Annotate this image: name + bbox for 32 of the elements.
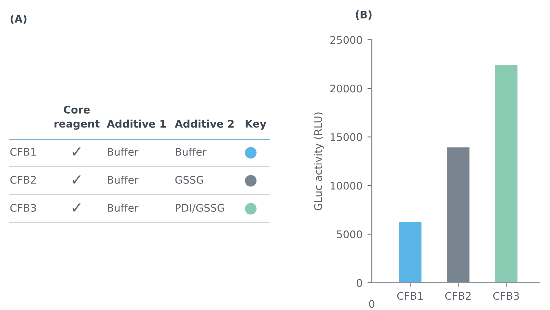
- x-tick-label: CFB1: [397, 292, 423, 300]
- category-label: Key: [246, 120, 267, 130]
- y-tick-label: 15000: [330, 133, 362, 142]
- y-tick-label: 0: [357, 279, 362, 288]
- y-tick-label: 10000: [330, 182, 362, 190]
- x-tick-label: CFB2: [445, 292, 471, 300]
- chart-title: (B): [356, 10, 372, 20]
- bar: [398, 221, 424, 283]
- category-label: Core reagent: [54, 106, 100, 130]
- y-axis-title: GLuc activity (RLU): [314, 112, 324, 211]
- text: ✓: [72, 204, 81, 212]
- text: ✓: [72, 148, 81, 156]
- text: Buffer: [108, 148, 139, 156]
- text: 0: [369, 300, 375, 308]
- bar: [494, 64, 520, 283]
- text: (A): [10, 14, 27, 24]
- y-tick-label: 20000: [330, 84, 362, 93]
- text: Buffer: [108, 176, 139, 184]
- category-label: CFB3: [10, 204, 36, 212]
- text: Buffer: [108, 204, 139, 212]
- text: Buffer: [176, 148, 207, 156]
- x-tick-label: CFB3: [493, 292, 520, 300]
- y-tick-label: 25000: [330, 36, 362, 44]
- bar: [446, 146, 472, 283]
- category-label: CFB2: [10, 176, 36, 184]
- y-tick-label: 5000: [337, 230, 362, 239]
- text: ✓: [72, 176, 81, 184]
- category-label: Additive 2: [175, 120, 234, 128]
- category-label: CFB1: [10, 148, 36, 156]
- text: PDI/GSSG: [176, 204, 224, 213]
- category-label: Additive 1: [107, 120, 166, 128]
- text: GSSG: [176, 176, 204, 184]
